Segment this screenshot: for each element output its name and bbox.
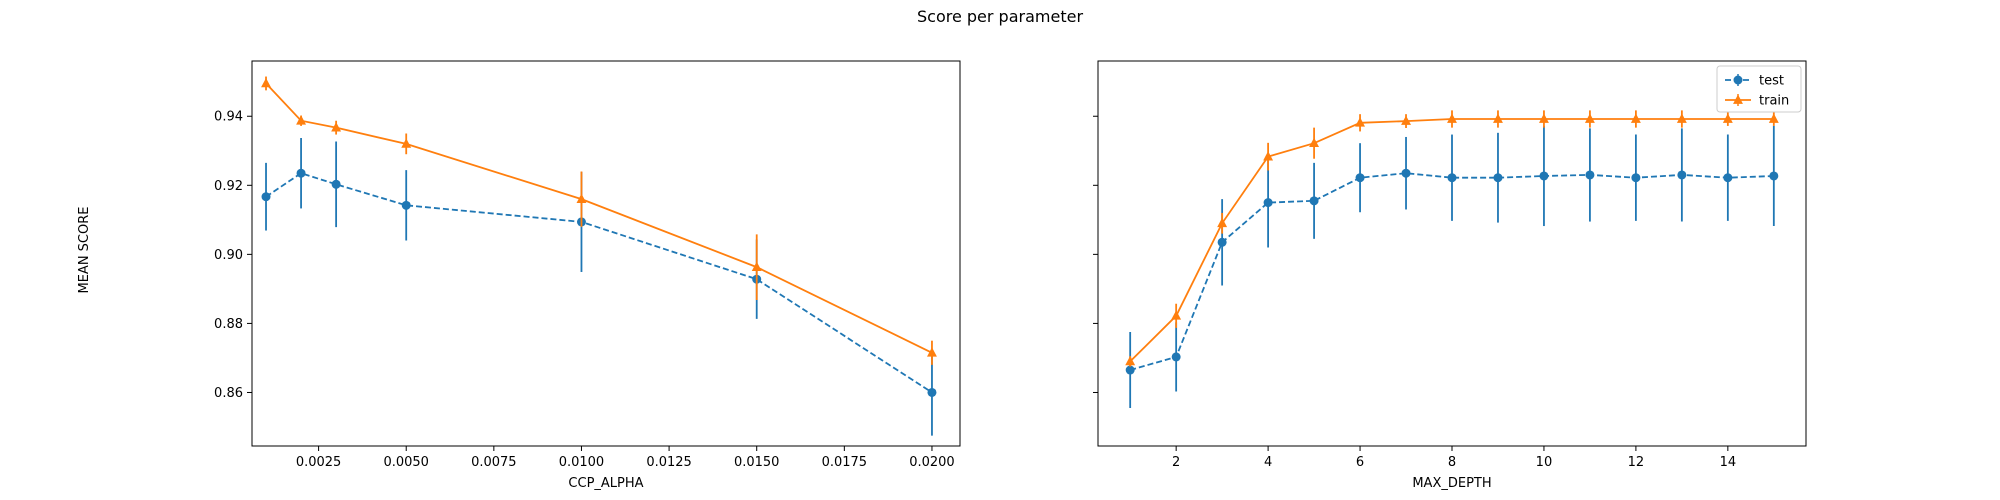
max-depth-point-test [1355, 173, 1365, 183]
max-depth-point-test [1263, 198, 1273, 208]
ccp-alpha-point-train [927, 347, 937, 357]
ccp-alpha-xtick-label: 0.0125 [646, 455, 692, 470]
max-depth-xtick-label: 14 [1720, 455, 1737, 470]
max-depth-point-test [1677, 170, 1687, 180]
ccp-alpha-xtick-label: 0.0175 [822, 455, 868, 470]
ccp-alpha-xtick-label: 0.0025 [296, 455, 342, 470]
max-depth-point-train [1630, 113, 1641, 123]
max-depth-point-train [1401, 115, 1411, 125]
ccp-alpha-xtick-label: 0.0150 [734, 455, 780, 470]
ccp-alpha-xtick-label: 0.0050 [383, 455, 429, 470]
max-depth-point-train [1217, 217, 1228, 228]
ccp-alpha-point-test [261, 192, 271, 202]
max-depth-point-train [1768, 113, 1779, 123]
ccp-alpha-series-layer [261, 76, 937, 436]
max-depth-point-test [1447, 173, 1457, 183]
ccp-alpha-point-train [751, 261, 762, 271]
max-depth-point-train [1355, 117, 1366, 127]
legend-marker-test [1733, 75, 1743, 85]
max-depth-point-test [1585, 170, 1595, 180]
max-depth-point-test [1401, 168, 1411, 178]
max-depth-point-test [1539, 171, 1549, 181]
figure-ylabel: MEAN SCORE [77, 207, 92, 294]
max-depth-tick-layer: 2 4 6 8 10 12 14 [1093, 115, 1737, 470]
max-depth-line-test [1129, 172, 1774, 371]
ccp-alpha-point-train [331, 122, 342, 132]
max-depth-series-test [1125, 125, 1779, 409]
max-depth-point-train [1722, 113, 1733, 123]
ccp-alpha-point-test [331, 179, 341, 189]
ccp-alpha-point-test [401, 200, 411, 210]
max-depth-point-train [1447, 113, 1457, 123]
max-depth-plot-frame [1097, 60, 1807, 447]
ccp-alpha-ytick-label: 0.90 [214, 248, 243, 263]
ccp-alpha-ytick-label: 0.88 [214, 317, 243, 332]
ccp-alpha-ytick-label: 0.86 [214, 386, 243, 401]
max-depth-xtick-label: 6 [1356, 455, 1364, 470]
max-depth-xtick-label: 12 [1628, 455, 1645, 470]
max-depth-point-test [1171, 352, 1181, 362]
max-depth-xtick-label: 2 [1172, 455, 1180, 470]
max-depth-point-train [1676, 113, 1687, 123]
max-depth-point-test [1309, 196, 1319, 206]
max-depth-point-train [1584, 113, 1595, 123]
max-depth-point-train [1263, 151, 1274, 161]
legend-label-test: test [1759, 74, 1784, 89]
ccp-alpha-series-train [261, 76, 937, 365]
max-depth-xtick-label: 10 [1536, 455, 1553, 470]
ccp-alpha-point-train [576, 193, 587, 203]
ccp-alpha-tick-layer: 0.0025 0.0050 0.0075 0.0100 0.0125 0.0150 0.01… [214, 110, 955, 470]
max-depth-point-train [1171, 310, 1182, 320]
ccp-alpha-point-train [296, 115, 307, 125]
ccp-alpha-plot-frame [251, 60, 961, 447]
max-depth-xlabel: MAX_DEPTH [1412, 476, 1491, 491]
ccp-alpha-xtick-label: 0.0100 [559, 455, 605, 470]
ccp-alpha-xlabel: CCP_ALPHA [568, 476, 643, 491]
max-depth-point-test [1493, 173, 1503, 183]
max-depth-series-train [1125, 110, 1779, 367]
ccp-alpha-panel: 0.0025 0.0050 0.0075 0.0100 0.0125 0.0150 0.01… [214, 60, 961, 491]
ccp-alpha-xtick-label: 0.0075 [471, 455, 517, 470]
legend-marker-train [1733, 94, 1743, 104]
ccp-alpha-point-train [261, 77, 271, 88]
ccp-alpha-point-test [296, 168, 306, 178]
max-depth-legend: test train [1716, 65, 1802, 113]
max-depth-point-train [1538, 113, 1549, 123]
max-depth-point-test [1631, 173, 1641, 183]
max-depth-panel: 2 4 6 8 10 12 14 MAX_DEPTH test train [1093, 60, 1807, 491]
max-depth-point-test [1217, 237, 1227, 247]
ccp-alpha-xtick-label: 0.0200 [909, 455, 955, 470]
max-depth-xtick-label: 8 [1448, 455, 1456, 470]
max-depth-series-layer [1125, 110, 1779, 409]
ccp-alpha-point-train [401, 138, 412, 148]
max-depth-xtick-label: 4 [1264, 455, 1272, 470]
legend-label-train: train [1759, 94, 1789, 109]
figure-title: Score per parameter [917, 7, 1083, 26]
max-depth-point-train [1493, 113, 1503, 123]
max-depth-point-test [1723, 173, 1733, 183]
max-depth-point-test [1769, 171, 1779, 181]
max-depth-point-train [1125, 355, 1136, 366]
ccp-alpha-ytick-label: 0.94 [214, 110, 243, 125]
max-depth-point-test [1125, 365, 1135, 375]
max-depth-point-train [1309, 137, 1320, 148]
ccp-alpha-point-test [927, 387, 937, 397]
ccp-alpha-ytick-label: 0.92 [214, 179, 243, 194]
